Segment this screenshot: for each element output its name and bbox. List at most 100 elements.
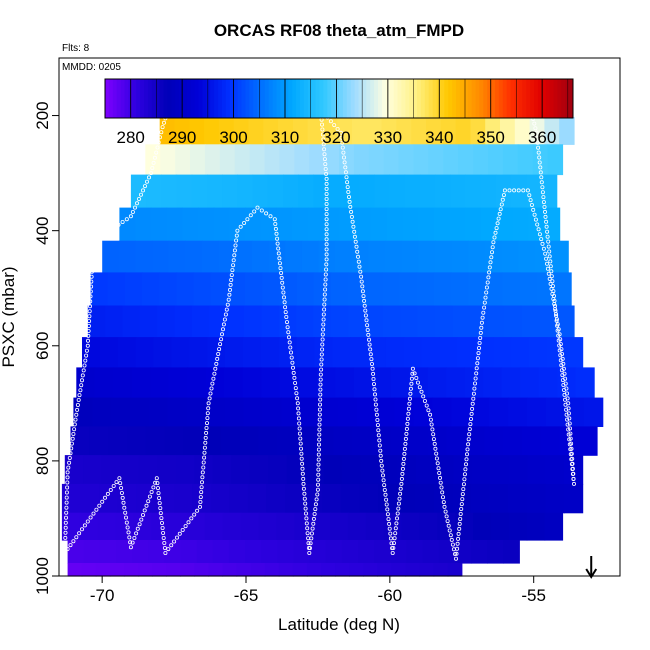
flight-track-point (153, 480, 158, 485)
colorbar-tick-label: 350 (477, 128, 505, 147)
flight-track-point (195, 508, 200, 513)
flight-track-point (437, 470, 442, 475)
flight-track-point (83, 358, 88, 363)
flight-track-point (64, 495, 69, 500)
heatmap-cell (105, 305, 124, 338)
flight-track-point (408, 391, 413, 396)
heatmap-cell (541, 174, 558, 209)
flight-track-point (558, 353, 563, 358)
colorbar-tick-label: 310 (271, 128, 299, 147)
colorbar-segment (335, 79, 340, 118)
heatmap-cell (212, 540, 230, 564)
flight-track-point (130, 209, 135, 214)
heatmap-cell (307, 117, 323, 145)
heatmap-cell (242, 367, 262, 399)
heatmap-cell (365, 305, 384, 338)
flight-track-point (406, 406, 411, 411)
heatmap-cell (252, 174, 269, 209)
heatmap-cell (485, 117, 501, 145)
heatmap-cell (148, 540, 165, 564)
colorbar-segment (276, 79, 281, 118)
flight-track-point (568, 447, 573, 452)
heatmap-cell (343, 174, 360, 209)
flight-track-point (345, 185, 350, 190)
flight-track-point (86, 333, 91, 338)
flight-track-point (545, 261, 550, 266)
flight-track-point (360, 284, 365, 289)
heatmap-cell (210, 483, 230, 514)
flight-track-point (560, 373, 565, 378)
heatmap-cell (260, 337, 280, 368)
flight-track-point (414, 375, 419, 380)
flight-track-point (231, 258, 236, 263)
flight-track-point (532, 212, 537, 217)
flight-track-point (428, 417, 433, 422)
heatmap-cell (292, 117, 309, 145)
heatmap-cell (264, 563, 280, 577)
flight-track-point (332, 123, 337, 128)
flight-track-point (77, 393, 82, 398)
heatmap-cell (526, 512, 546, 541)
arrow-head (585, 568, 598, 579)
flight-track-point (82, 523, 87, 528)
flight-track-point (324, 227, 329, 232)
flight-track-point (399, 476, 404, 481)
colorbar-segment (436, 79, 441, 118)
heatmap-cell (298, 174, 314, 209)
heatmap-cell (484, 426, 504, 456)
heatmap-cell (496, 207, 513, 242)
flight-track-point (562, 387, 567, 392)
flight-track-point (528, 198, 533, 203)
flight-track-point (132, 536, 137, 541)
flight-track-point (84, 348, 89, 353)
flight-track-point (313, 507, 318, 512)
heatmap-cell (338, 397, 358, 427)
colorbar-tick-label: 290 (168, 128, 196, 147)
heatmap-cell (126, 426, 147, 456)
flight-track-point (321, 327, 326, 332)
flight-track-point (396, 501, 401, 506)
heatmap-cell (240, 512, 260, 541)
heatmap-cell (546, 397, 566, 427)
flight-track-point (324, 262, 329, 267)
heatmap-cell (405, 563, 421, 577)
flight-track-point (536, 150, 541, 155)
flight-track-point (301, 486, 306, 491)
flight-track-point (461, 487, 466, 492)
flight-track-point (468, 422, 473, 427)
flight-track-point (120, 495, 125, 500)
flight-track-point (156, 491, 161, 496)
flight-track-point (401, 456, 406, 461)
flight-track-point (498, 207, 503, 212)
flight-track-point (186, 520, 191, 525)
heatmap-cell (182, 207, 199, 242)
flight-track-point (323, 282, 328, 287)
heatmap-cell (226, 305, 245, 338)
flight-track-point (531, 207, 536, 212)
flight-track-point (199, 485, 204, 490)
heatmap-cell (292, 563, 308, 577)
heatmap-cell (135, 207, 152, 242)
flight-track-point (391, 546, 396, 551)
heatmap-cell (488, 144, 504, 176)
flight-track-point (545, 266, 550, 271)
flight-track-point (322, 297, 327, 302)
heatmap-cell (526, 483, 546, 514)
flight-track-point (402, 446, 407, 451)
heatmap-cell (236, 563, 252, 577)
flight-track-point (311, 516, 316, 521)
heatmap-cell (418, 240, 436, 273)
heatmap-cell (99, 337, 119, 368)
flight-track-point (442, 504, 447, 509)
flight-track-point (459, 506, 464, 511)
flight-track-point (559, 368, 564, 373)
flight-track-point (64, 510, 69, 515)
flight-track-point (324, 217, 329, 222)
flight-track-point (439, 485, 444, 490)
flight-track-point (355, 254, 360, 259)
flight-track-point (537, 155, 542, 160)
chart-title: ORCAS RF08 theta_atm_FMPD (214, 21, 464, 40)
heatmap-cell (453, 455, 473, 485)
flight-track-point (466, 437, 471, 442)
heatmap-cell (485, 240, 503, 273)
